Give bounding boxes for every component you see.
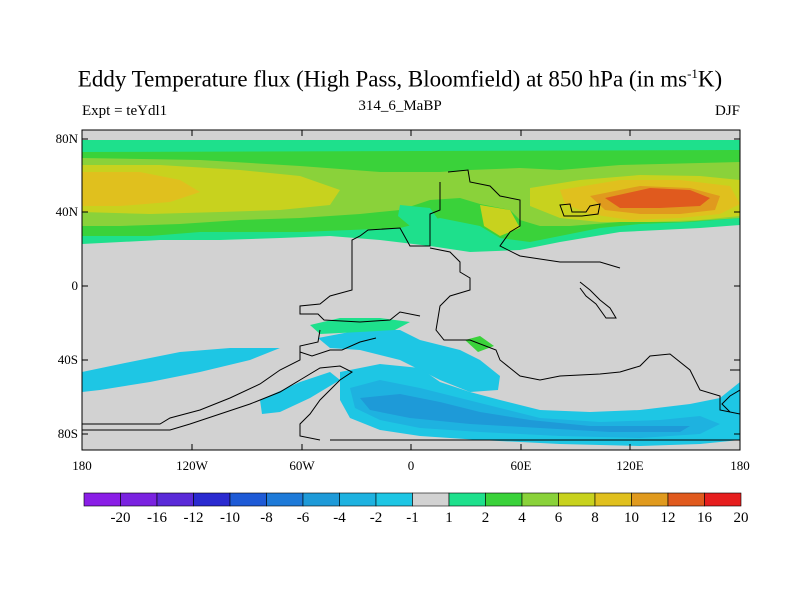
colorbar-label: -16 — [147, 510, 167, 526]
colorbar-swatch — [375, 492, 413, 507]
x-tick-label: 60W — [289, 458, 315, 473]
colorbar-swatch — [156, 492, 194, 507]
colorbar-swatch — [631, 492, 669, 507]
colorbar-label: 16 — [697, 510, 712, 526]
colorbar-label: 1 — [445, 510, 453, 526]
colorbar-swatch — [448, 492, 486, 507]
colorbar-swatch — [339, 492, 377, 507]
colorbar-label: 2 — [481, 510, 490, 526]
colorbar-label: -12 — [183, 510, 204, 526]
y-tick-label: 80S — [57, 426, 78, 441]
colorbar-swatch — [667, 492, 705, 507]
x-tick-label: 60E — [510, 458, 532, 473]
x-tick-label: 120W — [176, 458, 208, 473]
x-tick-label: 180 — [72, 458, 92, 473]
colorbar-swatch — [521, 492, 559, 507]
colorbar-label: -1 — [406, 510, 419, 526]
colorbar-label: -20 — [110, 510, 131, 526]
y-tick-label: 40N — [55, 204, 78, 219]
colorbar-label: 10 — [624, 510, 639, 526]
colorbar-label: -2 — [369, 510, 383, 526]
colorbar-label: 20 — [733, 510, 749, 526]
run-label: 314_6_MaBP — [358, 98, 442, 114]
x-tick-label: 120E — [616, 458, 644, 473]
colorbar-swatch — [266, 492, 304, 507]
colorbar-label: -10 — [220, 510, 240, 526]
colorbar-label: 8 — [591, 510, 599, 526]
y-tick-label: 80N — [55, 131, 78, 146]
colorbar-swatch — [594, 492, 632, 507]
colorbar-label: -4 — [333, 510, 346, 526]
colorbar-swatch — [412, 492, 450, 507]
experiment-label: Expt = teYdl1 — [82, 103, 168, 119]
plot-title: Eddy Temperature flux (High Pass, Bloomf… — [77, 66, 723, 92]
colorbar-label: 12 — [660, 510, 676, 526]
colorbar-swatch — [302, 492, 340, 507]
colorbar-swatch — [485, 492, 523, 507]
x-tick-label: 0 — [407, 458, 415, 473]
colorbar-swatch — [120, 492, 158, 507]
x-tick-label: 180 — [730, 458, 750, 473]
colorbar-swatch — [83, 492, 121, 507]
colorbar-swatch — [558, 492, 596, 507]
colorbar — [83, 492, 742, 507]
colorbar-label: 6 — [554, 510, 563, 526]
colorbar-label: 4 — [518, 510, 526, 526]
y-tick-label: 0 — [71, 278, 79, 293]
colorbar-swatch — [229, 492, 267, 507]
colorbar-swatch — [704, 492, 742, 507]
y-tick-label: 40S — [57, 352, 78, 367]
colorbar-label: -6 — [296, 510, 310, 526]
colorbar-swatch — [193, 492, 231, 507]
colorbar-label: -8 — [260, 510, 273, 526]
season-label: DJF — [714, 103, 740, 119]
